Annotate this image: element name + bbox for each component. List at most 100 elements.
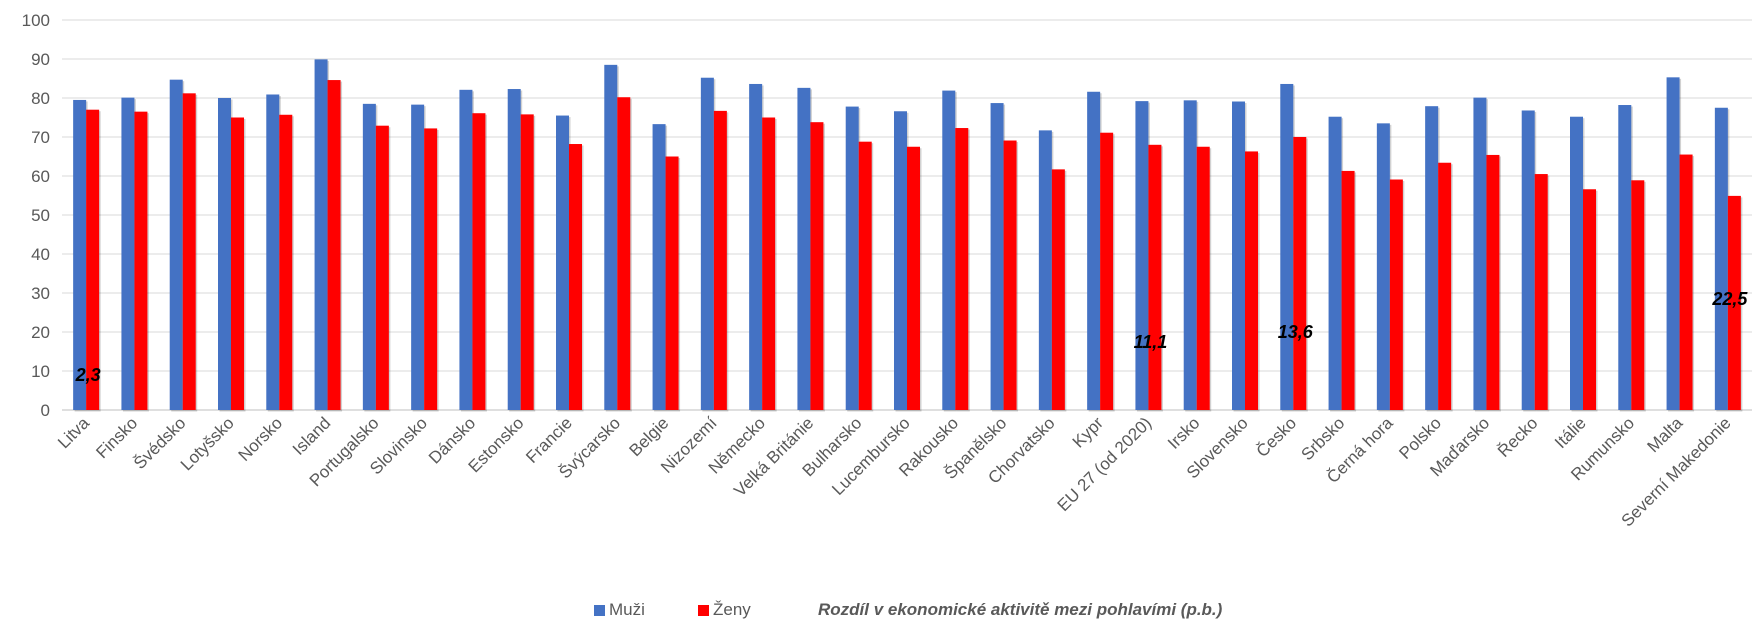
bar-women bbox=[182, 93, 196, 410]
x-tick-label: Litva bbox=[54, 413, 93, 452]
legend-item-women: Ženy bbox=[698, 600, 751, 620]
legend: Muži Ženy Rozdíl v ekonomické aktivitě m… bbox=[0, 600, 1757, 625]
bar-women bbox=[569, 144, 582, 410]
bar-women bbox=[375, 125, 389, 410]
bar-men bbox=[121, 97, 135, 411]
bar-men bbox=[1038, 130, 1052, 410]
bar-women bbox=[1486, 154, 1500, 410]
bar-women bbox=[810, 122, 824, 411]
bar-men bbox=[459, 89, 473, 410]
bar-men bbox=[845, 106, 859, 410]
bar-women bbox=[1196, 146, 1210, 410]
legend-note: Rozdíl v ekonomické aktivitě mezi pohlav… bbox=[818, 600, 1223, 619]
bar-women bbox=[86, 109, 100, 410]
bar-women bbox=[231, 117, 244, 410]
x-tick-label: Malta bbox=[1644, 413, 1687, 456]
bar-women bbox=[858, 141, 872, 410]
y-tick-label: 30 bbox=[31, 284, 50, 303]
x-tick-label: Belgie bbox=[626, 413, 673, 460]
bar-men bbox=[990, 103, 1004, 410]
bar-men bbox=[362, 103, 376, 410]
bar-women bbox=[617, 97, 631, 410]
bar-men bbox=[411, 104, 425, 410]
bar-women bbox=[762, 117, 776, 410]
bar-men bbox=[314, 59, 328, 410]
bar-women bbox=[1727, 195, 1741, 410]
bar-men bbox=[218, 98, 231, 410]
y-axis: 0 10 20 30 40 50 60 70 80 90 100 bbox=[22, 11, 50, 420]
bar-women bbox=[327, 80, 341, 410]
legend-label-men: Muži bbox=[609, 600, 645, 619]
y-tick-label: 80 bbox=[31, 89, 50, 108]
bar-men bbox=[652, 124, 666, 410]
data-label: 11,1 bbox=[1134, 332, 1168, 352]
y-tick-label: 50 bbox=[31, 206, 50, 225]
bar-chart: 0 10 20 30 40 50 60 70 80 90 100 Litva FinskoŠvédsk… bbox=[22, 11, 1752, 530]
bar-men bbox=[1328, 116, 1342, 410]
bar-women bbox=[665, 156, 679, 410]
x-tick-label: Norsko bbox=[235, 413, 287, 465]
legend-swatch-men bbox=[594, 604, 605, 616]
bar-men bbox=[894, 111, 907, 410]
bar-women bbox=[1293, 137, 1307, 410]
x-tick-label: Lotyšsko bbox=[177, 413, 238, 474]
bar-women bbox=[1148, 144, 1162, 411]
bar-men bbox=[507, 89, 521, 410]
annotations: 2,3 11,1 13,6 22,5 bbox=[75, 289, 1749, 385]
bar-men bbox=[1666, 77, 1680, 410]
y-tick-label: 100 bbox=[22, 11, 50, 30]
bar-women bbox=[424, 128, 438, 411]
y-tick-label: 90 bbox=[31, 50, 50, 69]
bar-women bbox=[472, 113, 486, 411]
bar-women bbox=[134, 111, 148, 411]
legend-label-women: Ženy bbox=[713, 600, 751, 619]
bar-men bbox=[169, 79, 183, 411]
bar-men bbox=[556, 115, 569, 411]
bars bbox=[73, 59, 1743, 412]
bar-men bbox=[1087, 91, 1101, 410]
legend-item-men: Muži bbox=[594, 600, 645, 620]
y-tick-label: 60 bbox=[31, 167, 50, 186]
bar-men bbox=[1473, 97, 1487, 411]
bar-women bbox=[1245, 151, 1258, 410]
bar-women bbox=[955, 128, 969, 410]
x-tick-label: Kypr bbox=[1069, 413, 1107, 451]
x-tick-label: Řecko bbox=[1494, 413, 1542, 461]
bar-men bbox=[73, 99, 87, 410]
bar-men bbox=[266, 94, 280, 411]
y-tick-label: 40 bbox=[31, 245, 50, 264]
bar-men bbox=[1570, 116, 1583, 410]
x-tick-label: Itálie bbox=[1551, 413, 1590, 452]
bar-men bbox=[1425, 106, 1439, 410]
bar-men bbox=[1521, 110, 1535, 410]
y-tick-label: 0 bbox=[41, 401, 50, 420]
y-tick-label: 70 bbox=[31, 128, 50, 147]
bar-men bbox=[1714, 107, 1728, 410]
bar-women bbox=[279, 114, 293, 411]
bar-women bbox=[713, 110, 727, 411]
bar-men bbox=[1280, 83, 1294, 411]
bar-men bbox=[1183, 100, 1197, 410]
bar-women bbox=[1438, 162, 1452, 410]
data-label: 13,6 bbox=[1278, 322, 1314, 342]
bar-women bbox=[1341, 170, 1355, 410]
x-tick-label: Island bbox=[289, 413, 335, 459]
bar-men bbox=[604, 64, 618, 410]
bar-women bbox=[1583, 189, 1596, 410]
x-tick-label: Česko bbox=[1253, 413, 1301, 461]
bar-women bbox=[1100, 132, 1114, 410]
bar-men bbox=[749, 83, 763, 411]
y-tick-label: 10 bbox=[31, 362, 50, 381]
bar-women bbox=[1534, 174, 1548, 410]
bar-men bbox=[700, 77, 714, 410]
bar-men bbox=[797, 87, 811, 411]
bar-women bbox=[520, 114, 534, 410]
bar-women bbox=[1389, 179, 1403, 410]
bar-women bbox=[1003, 140, 1017, 410]
y-tick-label: 20 bbox=[31, 323, 50, 342]
data-label: 22,5 bbox=[1711, 289, 1748, 309]
bar-women bbox=[907, 146, 920, 410]
bar-men bbox=[1135, 101, 1149, 411]
bar-men bbox=[942, 90, 956, 410]
